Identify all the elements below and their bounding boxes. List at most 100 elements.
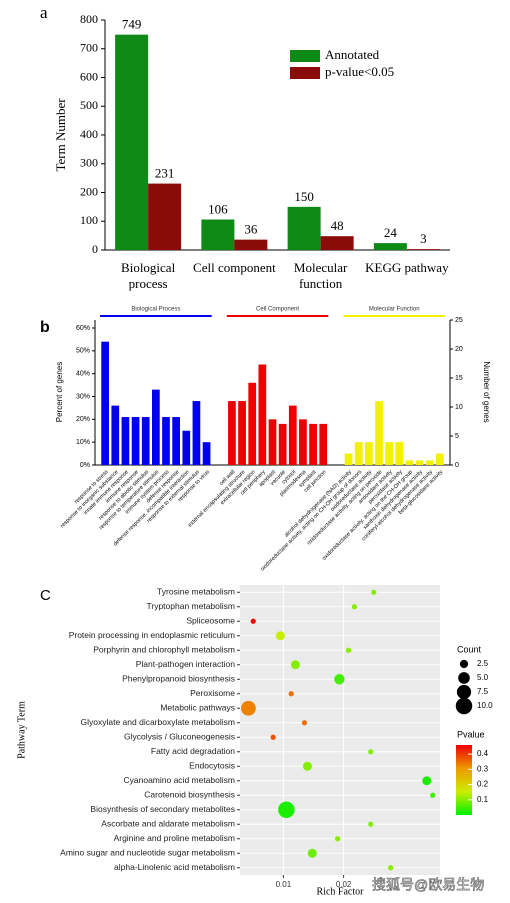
y-tick-label: 50% <box>76 348 90 355</box>
bubble <box>368 749 374 755</box>
bar <box>299 419 307 465</box>
bar <box>162 417 170 465</box>
bubble <box>430 792 436 798</box>
bar <box>248 382 257 465</box>
bar <box>115 34 149 250</box>
bubble <box>422 776 432 786</box>
colorbar-label: 0.2 <box>477 780 489 789</box>
colorbar-label: 0.1 <box>477 795 489 804</box>
bar <box>354 442 363 465</box>
bar <box>320 236 354 250</box>
bar <box>375 401 383 465</box>
size-legend-label: 7.5 <box>477 687 489 696</box>
bubble <box>275 631 285 641</box>
bar <box>436 453 444 465</box>
bubble <box>288 691 294 697</box>
bubble <box>371 589 377 595</box>
legend-label: p-value<0.05 <box>325 64 394 79</box>
y-tick-label: Carotenoid biosynthesis <box>144 790 235 800</box>
bubble <box>270 734 276 740</box>
data-label: 106 <box>208 202 228 217</box>
y-tick-label: 400 <box>80 127 98 141</box>
y-tick-label: alpha-Linolenic acid metabolism <box>114 862 235 872</box>
y2-tick-label: 10 <box>455 404 463 411</box>
y2-tick-label: 15 <box>455 375 463 382</box>
y-tick-label: 0 <box>92 242 98 256</box>
bubble <box>307 848 317 858</box>
bar <box>141 417 150 465</box>
colorbar-label: 0.3 <box>477 764 489 773</box>
color-legend-title: Pvalue <box>457 729 485 739</box>
y-tick-label: Biosynthesis of secondary metabolites <box>90 804 235 814</box>
bar <box>152 389 160 465</box>
size-legend-label: 2.5 <box>477 659 489 668</box>
bubble <box>345 647 352 653</box>
y-tick-label: 30% <box>76 393 90 400</box>
legend-label: Annotated <box>325 47 380 62</box>
data-label: 36 <box>244 222 258 237</box>
x-tick-label: Biological process <box>121 260 176 291</box>
y-tick-label: Peroxisome <box>190 688 235 698</box>
y-tick-label: Plant-pathogen interaction <box>136 659 236 669</box>
bar <box>172 417 180 465</box>
bar <box>406 249 440 250</box>
y-tick-label: Glyoxylate and dicarboxylate metabolism <box>81 717 236 727</box>
y-tick-label: Tyrosine metabolism <box>157 587 235 597</box>
y-tick-label: Metabolic pathways <box>160 703 235 713</box>
bubble <box>302 761 312 771</box>
y-tick-label: 800 <box>80 12 98 26</box>
y-tick-label: Amino sugar and nucleotide sugar metabol… <box>60 848 235 858</box>
bar <box>182 430 191 465</box>
y-tick-label: Ascorbate and aldarate metabolism <box>101 819 235 829</box>
y-tick-label: 40% <box>76 371 90 378</box>
bar <box>425 460 434 465</box>
legend-swatch <box>290 67 320 79</box>
size-legend-title: Count <box>457 644 482 654</box>
data-label: 3 <box>420 231 427 246</box>
bubble <box>278 801 295 818</box>
size-legend-circle <box>459 659 469 669</box>
group-label: Biological Process <box>131 307 180 313</box>
bubble <box>334 836 341 842</box>
y2-tick-label: 25 <box>455 317 463 324</box>
y2-tick-label: 5 <box>455 433 459 440</box>
bubble <box>388 865 394 871</box>
size-legend-circle <box>456 684 472 700</box>
data-label: 150 <box>294 189 314 204</box>
x-tick-label: KEGG pathway <box>365 260 449 275</box>
bar <box>385 442 393 465</box>
bar <box>319 423 328 465</box>
colorbar <box>456 745 472 815</box>
y-axis-title: Term Number <box>53 98 68 172</box>
bubble <box>334 674 345 685</box>
y-tick-label: Porphyrin and chlorophyll metabolism <box>93 645 235 655</box>
y-tick-label: 100 <box>80 213 98 227</box>
bar <box>234 239 268 250</box>
bubble <box>368 821 374 827</box>
bar <box>238 401 246 465</box>
y-axis-title: Percent of genes <box>55 362 64 422</box>
bar <box>268 419 277 465</box>
x-tick-label: 0.02 <box>336 880 352 889</box>
x-tick-label-box: KEGG pathway <box>365 260 449 275</box>
bar <box>405 460 414 465</box>
bar <box>288 405 297 465</box>
bar <box>258 364 267 465</box>
bubble <box>250 618 256 624</box>
x-axis-title: Rich Factor <box>317 886 365 897</box>
size-legend-label: 10.0 <box>477 701 493 710</box>
y-tick-label: Tryptophan metabolism <box>146 601 235 611</box>
y-tick-label: Phenylpropanoid biosynthesis <box>122 674 235 684</box>
size-legend-circle <box>455 697 473 715</box>
y2-axis-title: Number of genes <box>482 361 491 422</box>
y-axis-title: Pathway Term <box>16 701 27 759</box>
panel-label: C <box>40 587 51 604</box>
bar <box>365 442 373 465</box>
y-tick-label: 600 <box>80 69 98 83</box>
y-tick-label: 10% <box>76 439 90 446</box>
bar <box>278 423 287 465</box>
bar <box>192 401 201 465</box>
bar <box>101 341 109 465</box>
bubble <box>351 604 358 610</box>
